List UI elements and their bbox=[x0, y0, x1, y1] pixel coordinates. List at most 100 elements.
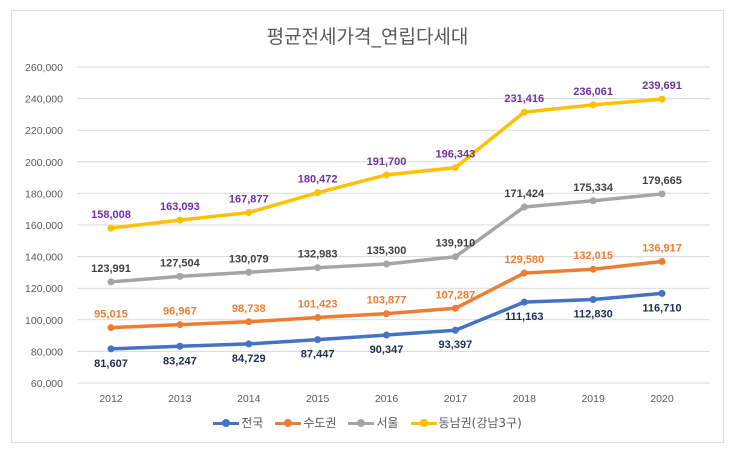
data-label: 127,504 bbox=[160, 257, 201, 269]
data-point bbox=[589, 296, 597, 304]
y-tick-label: 100,000 bbox=[25, 315, 63, 327]
legend-item: 전국 bbox=[213, 414, 263, 431]
y-tick-label: 140,000 bbox=[25, 252, 63, 264]
data-label: 101,423 bbox=[298, 299, 338, 311]
x-tick-label: 2018 bbox=[513, 393, 537, 405]
x-tick-label: 2020 bbox=[650, 393, 674, 405]
data-label: 163,093 bbox=[160, 201, 200, 213]
data-label: 180,472 bbox=[298, 174, 338, 186]
legend-item: 서울 bbox=[348, 414, 399, 431]
x-tick-label: 2016 bbox=[375, 393, 399, 405]
data-label: 139,910 bbox=[435, 238, 475, 250]
data-label: 179,665 bbox=[642, 175, 682, 187]
x-tick-label: 2017 bbox=[444, 393, 468, 405]
legend-label: 수도권 bbox=[303, 416, 337, 430]
x-tick-label: 2014 bbox=[237, 393, 261, 405]
data-label: 98,738 bbox=[232, 303, 266, 315]
data-label: 239,691 bbox=[642, 80, 682, 92]
legend: 전국 수도권 서울 동남권(강남3구) bbox=[0, 414, 735, 431]
data-point bbox=[451, 253, 459, 261]
data-point bbox=[658, 190, 666, 198]
data-point bbox=[383, 260, 390, 268]
data-point bbox=[520, 203, 528, 211]
data-label: 103,877 bbox=[367, 295, 407, 307]
data-point bbox=[107, 278, 115, 286]
data-point bbox=[589, 101, 597, 109]
data-label: 158,008 bbox=[91, 209, 131, 221]
data-point bbox=[520, 108, 528, 116]
legend-marker-icon bbox=[213, 417, 240, 429]
x-tick-label: 2012 bbox=[99, 393, 123, 405]
data-point bbox=[314, 189, 322, 197]
data-point bbox=[176, 216, 184, 224]
y-tick-label: 180,000 bbox=[25, 188, 63, 200]
data-label: 167,877 bbox=[229, 194, 269, 206]
data-point bbox=[520, 269, 528, 277]
data-label: 83,247 bbox=[163, 355, 197, 367]
data-point bbox=[314, 314, 322, 322]
data-point bbox=[314, 336, 322, 344]
chart-title: 평균전세가격_연립다세대 bbox=[266, 26, 469, 48]
data-label: 135,300 bbox=[367, 245, 407, 257]
data-point bbox=[245, 209, 253, 217]
data-point bbox=[520, 298, 528, 306]
data-point bbox=[383, 171, 390, 179]
data-label: 231,416 bbox=[504, 93, 544, 105]
data-point bbox=[245, 318, 253, 326]
data-label: 123,991 bbox=[91, 263, 131, 275]
x-tick-label: 2013 bbox=[168, 393, 192, 405]
data-label: 107,287 bbox=[435, 289, 475, 301]
data-point bbox=[107, 224, 115, 232]
y-tick-label: 120,000 bbox=[25, 283, 63, 295]
data-label: 132,983 bbox=[298, 249, 338, 261]
data-label: 132,015 bbox=[573, 250, 613, 262]
y-tick-label: 160,000 bbox=[25, 220, 63, 232]
legend-label: 서울 bbox=[376, 416, 399, 430]
data-point bbox=[451, 304, 459, 312]
data-label: 95,015 bbox=[94, 309, 128, 321]
y-tick-label: 240,000 bbox=[25, 94, 63, 106]
legend-marker-icon bbox=[410, 417, 437, 429]
data-label: 96,967 bbox=[163, 306, 197, 318]
legend-item: 수도권 bbox=[275, 414, 336, 431]
legend-item: 동남권(강남3구) bbox=[410, 414, 522, 431]
data-label: 112,830 bbox=[574, 309, 613, 321]
legend-label: 동남권(강남3구) bbox=[438, 416, 522, 430]
data-label: 191,700 bbox=[367, 156, 407, 168]
y-tick-label: 220,000 bbox=[25, 125, 63, 137]
data-point bbox=[314, 264, 322, 272]
legend-marker-icon bbox=[348, 417, 375, 429]
data-label: 84,729 bbox=[232, 353, 266, 365]
data-point bbox=[658, 257, 666, 265]
data-label: 81,607 bbox=[94, 358, 128, 370]
data-point bbox=[107, 345, 115, 353]
data-point bbox=[107, 324, 115, 332]
y-tick-label: 260,000 bbox=[25, 62, 63, 74]
legend-label: 전국 bbox=[241, 416, 264, 430]
data-point bbox=[589, 197, 597, 205]
y-tick-label: 200,000 bbox=[25, 157, 63, 169]
data-label: 93,397 bbox=[439, 339, 473, 351]
data-label: 129,580 bbox=[504, 254, 544, 266]
data-point bbox=[451, 326, 459, 334]
data-label: 171,424 bbox=[504, 188, 545, 200]
data-point bbox=[176, 321, 184, 329]
data-point bbox=[451, 164, 459, 172]
x-tick-label: 2019 bbox=[581, 393, 605, 405]
y-tick-label: 80,000 bbox=[31, 346, 63, 358]
data-label: 196,343 bbox=[435, 149, 475, 161]
y-tick-label: 60,000 bbox=[31, 378, 63, 390]
data-point bbox=[383, 310, 390, 318]
data-label: 87,447 bbox=[301, 349, 335, 361]
data-point bbox=[245, 340, 253, 348]
x-tick-label: 2015 bbox=[306, 393, 330, 405]
data-label: 116,710 bbox=[642, 302, 681, 314]
data-point bbox=[176, 342, 184, 350]
legend-marker-icon bbox=[275, 417, 302, 429]
data-label: 111,163 bbox=[505, 311, 544, 323]
data-point bbox=[658, 95, 666, 103]
data-label: 90,347 bbox=[370, 344, 404, 356]
data-point bbox=[176, 272, 184, 280]
data-point bbox=[589, 265, 597, 273]
